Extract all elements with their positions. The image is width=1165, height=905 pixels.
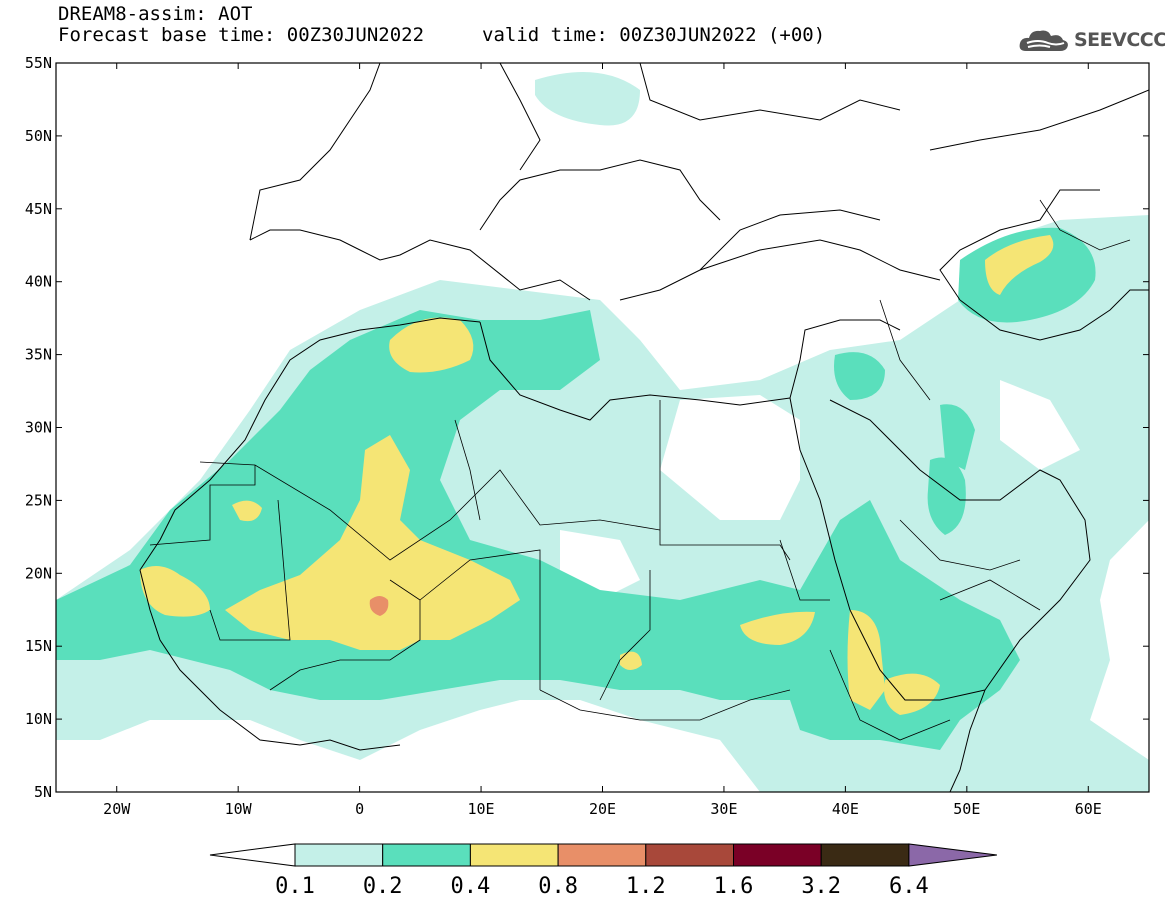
valid-time: valid time: 00Z30JUN2022 (+00): [482, 24, 826, 46]
forecast-base-time: Forecast base time: 00Z30JUN2022: [58, 24, 425, 46]
lat-label: 10N: [25, 710, 52, 728]
aot-contour-0.8: [369, 596, 389, 616]
colorbar-label: 0.2: [363, 874, 403, 899]
colorbar-segment: [733, 843, 822, 867]
lon-label: 0: [355, 800, 364, 818]
seevccc-logo: SEEVCCC: [1018, 26, 1165, 54]
lon-label: 20E: [589, 800, 616, 818]
lat-label: 30N: [25, 419, 52, 437]
colorbar-segment: [645, 843, 734, 867]
lat-label: 45N: [25, 200, 52, 218]
colorbar-segment: [382, 843, 471, 867]
colorbar-label: 0.4: [451, 874, 491, 899]
longitude-axis: 20W 10W 0 10E 20E 30E 40E 50E 60E: [103, 63, 1102, 818]
logo-text: SEEVCCC: [1074, 29, 1165, 51]
lat-label: 35N: [25, 346, 52, 364]
colorbar-segment: [469, 843, 559, 867]
lon-label: 30E: [710, 800, 737, 818]
lat-label: 5N: [34, 783, 52, 801]
colorbar-label: 1.6: [714, 874, 754, 899]
lat-label: 25N: [25, 491, 52, 509]
colorbar-label: 1.2: [626, 874, 666, 899]
colorbar-segment: [557, 843, 647, 867]
lat-label: 50N: [25, 127, 52, 145]
colorbar-label: 0.8: [538, 874, 578, 899]
colorbar-label: 3.2: [801, 874, 841, 899]
lon-label: 20W: [103, 800, 131, 818]
lon-label: 10E: [468, 800, 495, 818]
colorbar: 0.1 0.2 0.4 0.8 1.2 1.6 3.2 6.4: [209, 843, 997, 899]
aot-contour-0.4: [225, 435, 520, 650]
lat-label: 20N: [25, 564, 52, 582]
lat-label: 40N: [25, 273, 52, 291]
lon-label: 10W: [225, 800, 253, 818]
colorbar-min-arrow: [209, 843, 296, 867]
map-title: DREAM8-assim: AOT: [58, 3, 253, 25]
colorbar-label: 0.1: [275, 874, 315, 899]
cloud-icon: [1019, 30, 1068, 51]
lon-label: 50E: [953, 800, 980, 818]
colorbar-max-arrow: [908, 843, 997, 867]
aot-field: [56, 72, 1149, 792]
country-borders: [149, 199, 1131, 741]
lon-label: 60E: [1075, 800, 1102, 818]
lat-label: 15N: [25, 637, 52, 655]
colorbar-segment: [820, 843, 910, 867]
colorbar-label: 6.4: [889, 874, 929, 899]
coastlines: [139, 63, 1149, 792]
lon-label: 40E: [832, 800, 859, 818]
lat-label: 55N: [25, 54, 52, 72]
latitude-axis: 55N 50N 45N 40N 35N 30N 25N 20N 15N 10N 5N: [25, 54, 1149, 801]
colorbar-segment: [294, 843, 384, 867]
